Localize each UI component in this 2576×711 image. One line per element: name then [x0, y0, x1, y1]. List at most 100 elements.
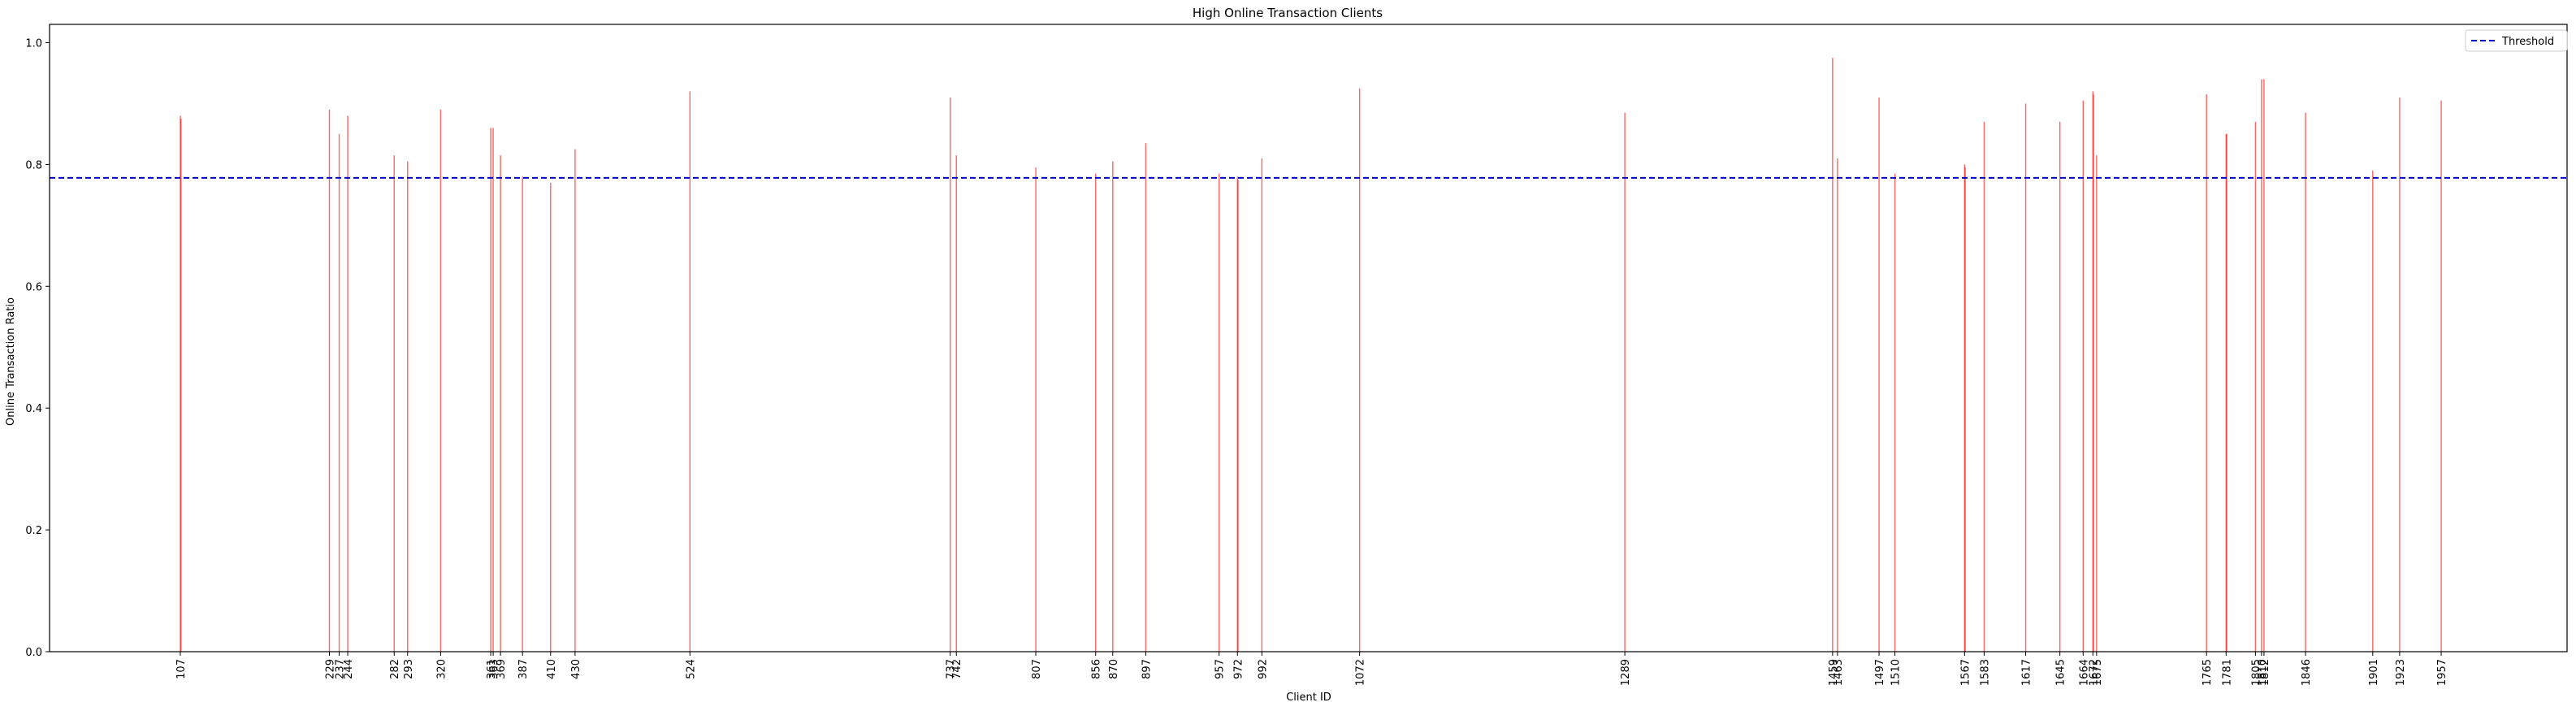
- x-tick-label: 1805: [2250, 659, 2262, 686]
- axes-frame: [49, 24, 2568, 652]
- y-tick-label: 0.8: [25, 159, 42, 171]
- x-tick-label: 807: [1031, 659, 1043, 679]
- bar: [328, 109, 331, 652]
- bar: [2096, 155, 2098, 652]
- x-tick-label: 1463: [1833, 659, 1845, 686]
- x-tick-label: 244: [343, 659, 355, 679]
- bar: [1837, 158, 1838, 652]
- y-tick-label: 0.0: [25, 647, 42, 659]
- x-tick-label: 992: [1257, 659, 1269, 679]
- bar: [1832, 58, 1834, 652]
- chart-title: High Online Transaction Clients: [1193, 6, 1383, 20]
- x-tick-label: 957: [1214, 659, 1227, 679]
- bar: [1145, 143, 1147, 652]
- x-tick-label: 410: [546, 659, 558, 679]
- y-tick-label: 0.2: [25, 525, 42, 537]
- x-tick-label: 1672: [2088, 659, 2100, 686]
- x-axis-label: Client ID: [1286, 691, 1331, 704]
- x-tick-label: 387: [517, 659, 530, 679]
- bar: [347, 115, 349, 652]
- bar: [1236, 176, 1238, 652]
- bar: [338, 133, 340, 652]
- x-tick-label: 320: [435, 659, 448, 679]
- bar: [2263, 79, 2265, 652]
- x-tick-label: 524: [685, 659, 697, 679]
- y-axis-label: Online Transaction Ratio: [5, 297, 17, 426]
- x-tick-label: 361: [486, 659, 498, 679]
- bar: [1112, 161, 1114, 652]
- bar: [1894, 173, 1896, 652]
- legend-threshold-label: Threshold: [2501, 36, 2554, 48]
- bar: [2254, 121, 2257, 652]
- bar: [574, 149, 576, 652]
- x-tick-label: 972: [1232, 659, 1245, 679]
- bar: [1095, 173, 1097, 652]
- x-tick-label: 742: [951, 659, 963, 679]
- bar: [550, 182, 552, 652]
- x-tick-label: 1289: [1620, 659, 1632, 686]
- x-tick-label: 870: [1108, 659, 1120, 679]
- x-tick-label: 1810: [2257, 659, 2269, 686]
- bar: [2372, 170, 2374, 652]
- x-tick-label: 107: [175, 659, 188, 679]
- x-tick-label: 1812: [2259, 659, 2271, 686]
- x-tick-label: 369: [496, 659, 508, 679]
- bar: [2082, 100, 2084, 652]
- bar: [689, 91, 691, 652]
- x-tick-label: 1957: [2436, 659, 2448, 686]
- bar: [492, 128, 494, 652]
- bar: [2059, 121, 2061, 652]
- y-tick-label: 1.0: [25, 37, 42, 50]
- legend: Threshold: [2465, 29, 2568, 52]
- bar: [1963, 164, 1966, 652]
- bar: [439, 109, 442, 652]
- x-tick-label: 1846: [2301, 659, 2313, 686]
- x-tick-label: 1510: [1890, 659, 1903, 686]
- y-tick-label: 0.4: [25, 403, 42, 415]
- bar: [2024, 103, 2027, 652]
- x-tick-label: 1645: [2055, 659, 2067, 686]
- legend-box: [2465, 29, 2568, 52]
- x-tick-label: 1617: [2021, 659, 2033, 686]
- x-tick-label: 1664: [2078, 659, 2090, 686]
- bar: [1983, 121, 1985, 652]
- bar: [2261, 79, 2262, 652]
- x-tick-label: 430: [570, 659, 582, 679]
- x-tick-label: 737: [946, 659, 958, 679]
- x-tick-label: 1583: [1979, 659, 1991, 686]
- x-tick-label: 856: [1091, 659, 1103, 679]
- x-tick-label: 1901: [2368, 659, 2380, 686]
- x-tick-label: 1781: [2221, 659, 2233, 686]
- x-tick-label: 1923: [2395, 659, 2407, 686]
- bar: [2225, 133, 2227, 652]
- x-tick-label: 237: [335, 659, 347, 679]
- bar: [2440, 100, 2442, 652]
- bar: [1237, 180, 1239, 652]
- x-tick-label: 1567: [1959, 659, 1972, 686]
- x-tick-label: 1675: [2092, 659, 2104, 686]
- bar: [955, 155, 957, 652]
- bar: [1035, 167, 1037, 652]
- bar: [2399, 97, 2401, 652]
- bar: [1358, 88, 1361, 652]
- y-tick-label: 0.6: [25, 281, 42, 293]
- x-tick-label: 1497: [1874, 659, 1886, 686]
- bar: [393, 155, 395, 652]
- bar: [2206, 94, 2207, 652]
- x-tick-label: 293: [403, 659, 415, 679]
- bar: [180, 119, 182, 652]
- x-tick-label: 1765: [2202, 659, 2214, 686]
- bar: [1878, 97, 1880, 652]
- x-tick-label: 1459: [1828, 659, 1840, 686]
- bar: [407, 161, 409, 652]
- x-tick-label: 363: [488, 659, 500, 679]
- x-tick-label: 282: [389, 659, 401, 679]
- bar: [1964, 167, 1966, 652]
- x-tick-label: 1072: [1355, 659, 1367, 686]
- bar: [2226, 133, 2227, 652]
- bar: [490, 128, 491, 652]
- x-tick-label: 897: [1141, 659, 1153, 679]
